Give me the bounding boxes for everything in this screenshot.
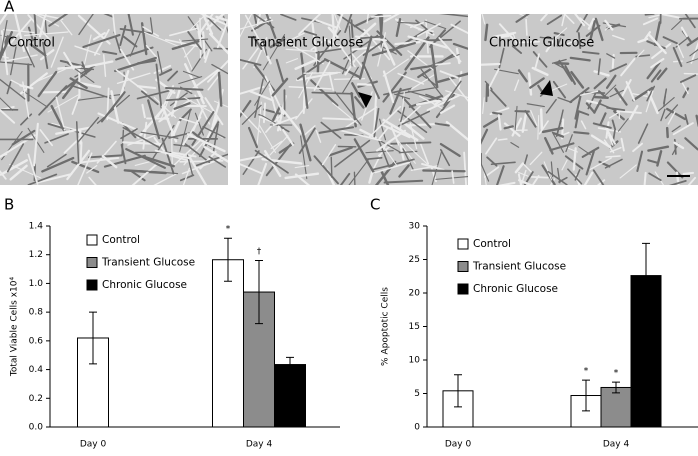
bar [275,365,306,427]
cell [423,170,464,171]
y-tick-label: 15 [409,322,420,332]
cell [574,132,588,133]
legend-label: Transient Glucose [472,261,566,273]
cell [331,157,332,177]
panel-label: A [4,0,15,16]
y-tick-label: 0.2 [29,394,43,404]
cell [684,74,698,75]
cell [498,139,506,140]
y-tick-label: 1.2 [29,250,43,260]
y-tick-label: 1.4 [29,222,44,232]
y-tick-label: 30 [409,222,421,232]
y-tick-label: 10 [409,356,421,366]
y-tick-label: 0.8 [29,308,44,318]
cell [531,177,548,178]
y-tick-label: 25 [409,255,420,265]
image-caption: Chronic Glucose [489,36,594,51]
y-tick-label: 5 [414,389,420,399]
panel-label: C [370,196,380,214]
bar [601,387,631,427]
annotation: * [614,369,619,379]
x-tick-label: Day 4 [246,440,273,450]
image-caption: Control [8,36,55,51]
x-tick-label: Day 0 [445,440,472,450]
y-tick-label: 1.0 [29,279,44,289]
cell [381,16,382,32]
y-tick-label: 20 [409,289,421,299]
bar [213,260,244,427]
legend-label: Control [102,234,140,246]
cell [645,14,653,15]
cell [304,72,340,73]
cell [323,118,355,119]
y-axis-label: Total Viable Cells x10⁴ [10,277,20,378]
micrograph: Chronic Glucose [477,10,698,196]
annotation: * [584,367,589,377]
x-tick-label: Day 0 [80,440,107,450]
cell [485,25,487,40]
annotation: † [257,247,262,257]
cell [318,52,319,72]
legend-label: Chronic Glucose [102,279,187,291]
cell [478,64,500,65]
legend-swatch [87,280,97,290]
legend-label: Transient Glucose [101,257,195,269]
panel-label: B [4,196,14,214]
cell [200,18,201,57]
annotation: * [226,225,231,235]
cell [526,19,527,35]
legend-swatch [458,262,468,272]
y-tick-label: 0.0 [29,423,44,433]
legend-label: Control [473,238,511,250]
legend-swatch [87,235,97,245]
cell [351,20,352,37]
cell [541,110,542,129]
micrograph: Transient Glucose [223,1,482,194]
cell [674,61,683,62]
legend-label: Chronic Glucose [473,283,558,295]
legend-swatch [458,284,468,294]
y-axis-label: % Apoptotic Cells [381,287,391,366]
cell [684,173,693,174]
cell [606,156,620,157]
image-caption: Transient Glucose [247,36,363,51]
micrograph: Control [0,0,241,198]
y-tick-label: 0.6 [29,336,44,346]
y-tick-label: 0.4 [29,365,44,375]
legend-swatch [458,239,468,249]
cell [493,113,501,114]
y-tick-label: 0 [414,423,420,433]
cell [81,142,82,163]
micrographs: Control Transient Glucose Chronic Glucose [0,0,698,198]
x-tick-label: Day 4 [603,440,630,450]
legend-swatch [87,258,97,268]
